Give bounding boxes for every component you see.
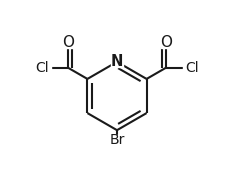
Text: O: O (160, 35, 172, 50)
Bar (183, 63, 200, 72)
Bar (63, 38, 73, 48)
Text: Cl: Cl (185, 61, 198, 75)
Bar (161, 38, 171, 48)
Text: O: O (62, 35, 74, 50)
Bar (34, 63, 51, 72)
Bar (111, 57, 123, 67)
Text: N: N (111, 54, 123, 69)
Bar (107, 135, 127, 145)
Text: Cl: Cl (36, 61, 49, 75)
Text: Br: Br (109, 133, 125, 147)
